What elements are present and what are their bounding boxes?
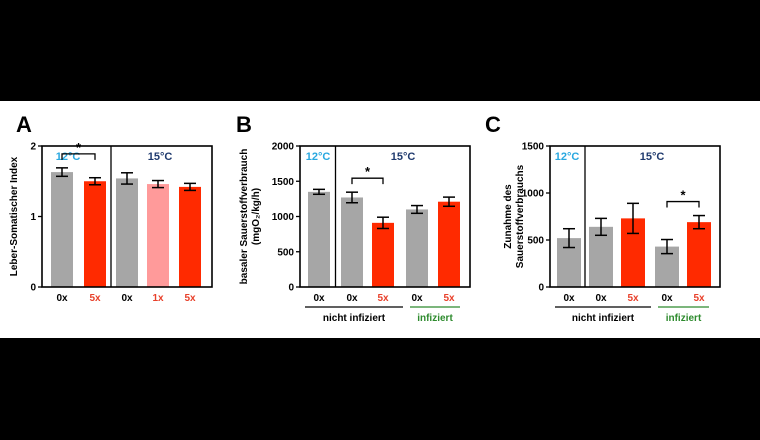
category-label: 5x [184,293,196,304]
significance-star: * [365,164,371,179]
category-label: 5x [377,293,389,304]
bracket-line [351,177,384,185]
y-tick-label: 1 [30,212,36,223]
bar [372,222,394,287]
bar [147,184,169,287]
y-tick-label: 1500 [522,142,545,153]
bar [116,178,138,287]
y-axis-label-line: Sauerstoffverbrauchs [515,164,526,268]
temperature-label: 12°C [306,151,331,163]
bar [51,172,73,287]
category-label: 0x [56,293,68,304]
y-tick-label: 0 [538,283,544,294]
bar [308,191,330,287]
y-tick-label: 500 [527,236,544,247]
y-tick-label: 2000 [272,142,295,153]
y-axis-label-line: Zunahme des [503,184,514,249]
y-axis-label-line: Leber-Somatischer Index [9,156,20,276]
bar [589,226,613,287]
y-axis-label: Leber-Somatischer Index [9,156,20,276]
panel-b: B 0x 0x 5x 0x 5x 12°C 15°C 0 500 1000 1500 2000 basal… [236,112,471,324]
y-axis-label-line: basaler Sauerstoffverbrauch [239,149,250,285]
bracket-line [666,200,700,208]
temperature-label: 12°C [555,151,580,163]
significance-bracket: * [61,140,96,160]
bar [687,222,711,287]
bar [179,186,201,287]
y-tick-label: 0 [30,283,36,294]
category-label: 0x [595,293,607,304]
category-label: 0x [563,293,575,304]
bar [438,201,460,287]
bar [341,197,363,287]
y-tick-label: 0 [288,283,294,294]
y-tick-label: 1500 [272,177,295,188]
figure-svg: A 0x 5x 0x 1x 5x 12°C 15°C 0 1 2 Leber-Somatischer … [9,112,721,324]
category-label: 0x [313,293,325,304]
figure: A 0x 5x 0x 1x 5x 12°C 15°C 0 1 2 Leber-Somatischer … [0,101,760,338]
category-label: 0x [121,293,133,304]
y-tick-label: 1000 [522,189,545,200]
category-label: 5x [693,293,705,304]
panel-letter: A [16,112,32,137]
group-label: infiziert [666,313,702,324]
y-tick-label: 2 [30,142,36,153]
group-label: nicht infiziert [572,313,635,324]
y-axis-label: basaler Sauerstoffverbrauch (mgO₂/kg/h) [239,149,262,285]
bar [84,181,106,287]
category-label: 0x [346,293,358,304]
significance-bracket: * [351,164,384,185]
y-axis-label-line: (mgO₂/kg/h) [251,188,262,245]
category-label: 5x [443,293,455,304]
y-tick-label: 1000 [272,212,295,223]
y-tick-label: 500 [277,247,294,258]
significance-star: * [76,140,82,155]
panel-letter: C [485,112,501,137]
bar [406,209,428,287]
bracket-line [61,153,96,160]
temperature-label: 15°C [148,151,173,163]
temperature-label: 15°C [391,151,416,163]
category-label: 0x [411,293,423,304]
category-label: 0x [661,293,673,304]
category-label: 1x [152,293,164,304]
category-label: 5x [89,293,101,304]
group-label: infiziert [417,313,453,324]
category-label: 5x [627,293,639,304]
plot-frame [549,145,721,288]
panel-letter: B [236,112,252,137]
significance-bracket: * [666,188,700,208]
panel-c: C 0x 0x 5x 0x 5x 12°C 15°C 0 500 1000 1500 Zunahme d… [485,112,721,324]
significance-star: * [680,188,686,203]
temperature-label: 15°C [640,151,665,163]
group-label: nicht infiziert [323,313,386,324]
y-axis-label: Zunahme des Sauerstoffverbrauchs [503,164,526,268]
